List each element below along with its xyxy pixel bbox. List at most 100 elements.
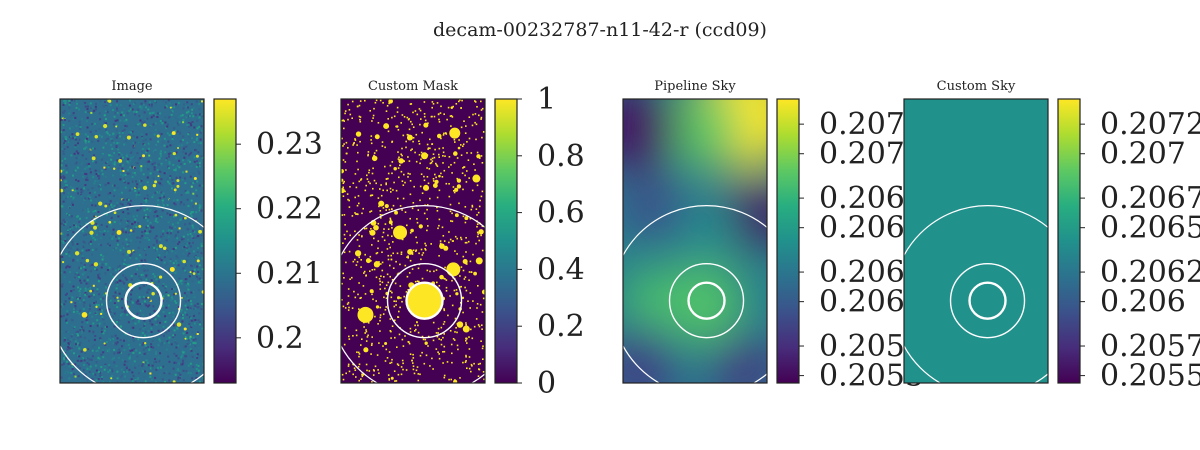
noise-pixel (148, 304, 151, 307)
noise-pixel (145, 232, 148, 235)
noise-pixel (77, 334, 79, 337)
noise-pixel (63, 99, 66, 102)
noise-pixel (62, 250, 65, 253)
mask-pixel (408, 160, 411, 162)
noise-pixel (188, 322, 191, 325)
noise-pixel (156, 248, 159, 251)
noise-pixel (186, 124, 189, 126)
noise-pixel (133, 171, 136, 174)
noise-pixel (175, 255, 178, 258)
star-source (192, 272, 196, 275)
noise-pixel (120, 113, 122, 116)
noise-pixel (186, 298, 189, 301)
noise-pixel (121, 230, 124, 233)
noise-pixel (89, 110, 92, 113)
mask-pixel (413, 185, 415, 188)
noise-pixel (165, 157, 168, 160)
noise-pixel (171, 274, 174, 277)
noise-pixel (158, 248, 161, 251)
mask-pixel (358, 256, 360, 259)
noise-pixel (80, 162, 83, 165)
noise-pixel (74, 375, 77, 378)
noise-pixel (113, 364, 116, 367)
mask-pixel (415, 160, 418, 163)
noise-pixel (159, 374, 162, 377)
mask-source (478, 229, 484, 235)
noise-pixel (77, 286, 80, 289)
noise-pixel (64, 372, 66, 375)
mask-pixel (356, 144, 358, 146)
noise-pixel (91, 187, 94, 190)
noise-pixel (78, 108, 81, 111)
noise-pixel (151, 196, 154, 199)
mask-pixel (389, 164, 392, 167)
noise-pixel (172, 104, 174, 107)
noise-pixel (104, 168, 107, 171)
noise-pixel (101, 104, 104, 107)
noise-pixel (149, 172, 152, 175)
noise-pixel (169, 260, 172, 263)
noise-pixel (177, 193, 180, 196)
mask-pixel (401, 359, 404, 362)
noise-pixel (98, 194, 101, 197)
noise-pixel (166, 250, 169, 253)
noise-pixel (179, 114, 182, 117)
noise-pixel (96, 180, 99, 183)
noise-pixel (192, 172, 195, 175)
noise-pixel (183, 292, 186, 295)
noise-pixel (93, 191, 96, 194)
mask-source (383, 123, 390, 130)
mask-pixel (450, 343, 453, 346)
mask-pixel (379, 210, 382, 212)
noise-pixel (66, 167, 69, 170)
mask-pixel (443, 350, 446, 353)
star-source (108, 99, 112, 103)
noise-pixel (107, 192, 110, 195)
mask-pixel (390, 296, 393, 299)
colorbar (776, 98, 800, 384)
noise-pixel (105, 325, 108, 328)
mask-pixel (378, 342, 380, 344)
noise-pixel (190, 215, 193, 218)
mask-pixel (347, 365, 350, 367)
heatmap-image (60, 99, 204, 383)
noise-pixel (71, 113, 74, 116)
star-source (198, 229, 202, 234)
mask-source (375, 305, 380, 309)
noise-pixel (158, 298, 161, 301)
noise-pixel (100, 188, 102, 191)
noise-pixel (180, 259, 183, 262)
noise-pixel (182, 135, 185, 138)
noise-pixel (100, 266, 103, 269)
mask-pixel (341, 373, 344, 376)
mask-pixel (468, 336, 470, 338)
noise-pixel (147, 216, 150, 219)
noise-pixel (71, 368, 74, 371)
noise-pixel (110, 144, 113, 147)
mask-pixel (465, 360, 467, 362)
noise-pixel (99, 298, 102, 301)
noise-pixel (82, 308, 85, 311)
mask-pixel (354, 369, 357, 371)
noise-pixel (155, 278, 158, 281)
noise-pixel (93, 311, 95, 313)
noise-pixel (144, 236, 147, 239)
noise-pixel (168, 162, 171, 165)
mask-pixel (371, 342, 373, 345)
noise-pixel (176, 181, 179, 184)
mask-pixel (446, 118, 448, 121)
noise-pixel (89, 172, 92, 175)
noise-pixel (186, 325, 189, 328)
mask-source (465, 337, 468, 340)
mask-pixel (372, 369, 375, 371)
noise-pixel (187, 238, 189, 241)
mask-source (423, 122, 429, 128)
noise-pixel (95, 304, 98, 307)
mask-pixel (370, 228, 372, 230)
noise-pixel (201, 184, 204, 187)
star-source (177, 147, 180, 150)
noise-pixel (76, 330, 79, 333)
mask-pixel (415, 369, 418, 372)
noise-pixel (175, 323, 178, 326)
